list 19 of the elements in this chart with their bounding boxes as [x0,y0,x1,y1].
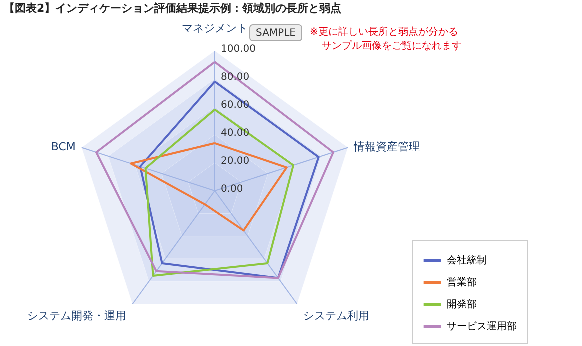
text: ※更に詳しい長所と弱点が分かる [310,26,458,38]
y-tick-label: 80.00 [221,72,250,83]
legend-label: 営業部 [447,276,477,288]
chart-title: 【図表2】インディケーション評価結果提示例：領域別の長所と弱点 [4,2,342,15]
y-tick-label: 20.00 [221,156,250,167]
y-tick-label: 100.00 [221,44,256,55]
spoke-label: システム利用 [303,309,370,322]
y-tick-label: 60.00 [221,100,250,111]
spoke-label: マネジメント [182,22,248,35]
legend-label: 開発部 [447,298,477,310]
legend-label: サービス運用部 [447,320,517,332]
y-tick-label: 40.00 [221,128,250,139]
spoke-label: システム開発・運用 [28,309,127,322]
legend-label: 会社統制 [447,254,487,266]
spoke-label: BCM [51,140,76,154]
text: サンプル画像をご覧になれます [322,40,462,52]
spoke-label: 情報資産管理 [353,140,420,154]
y-tick-label: 0.00 [221,184,244,195]
text: SAMPLE [256,28,296,39]
